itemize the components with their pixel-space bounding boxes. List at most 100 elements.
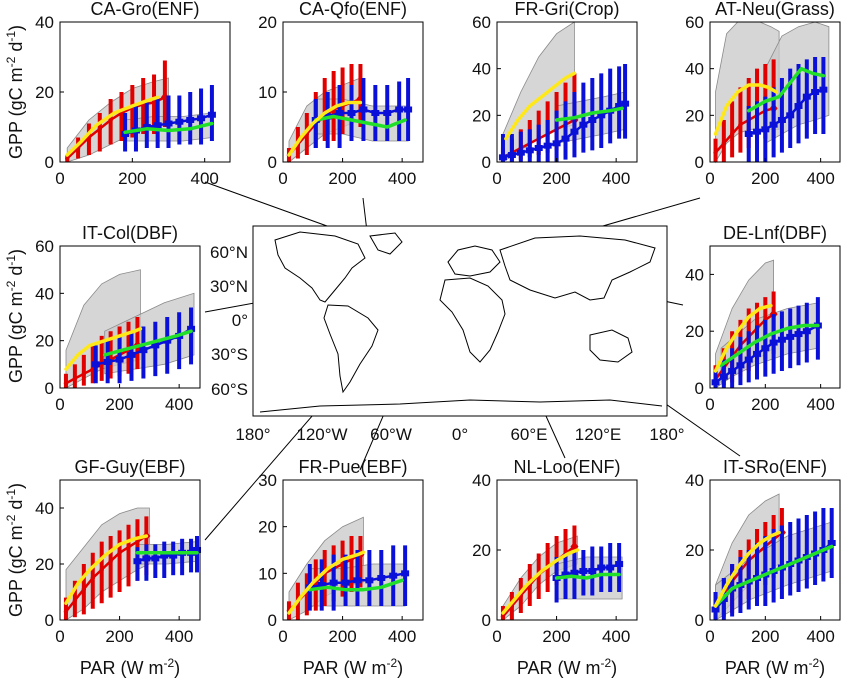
- green-line: [554, 106, 624, 122]
- red-point: [151, 100, 157, 105]
- blue-point: [317, 582, 326, 588]
- panel-title: GF-Guy(EBF): [75, 457, 186, 477]
- x-tick-label: 400: [165, 627, 193, 646]
- yellow-line: [64, 327, 143, 371]
- panel-5: 0 20 40 60 0 200 400 IT-Col(DBF): [35, 223, 201, 414]
- x-axis-label-part: PAR (W m: [303, 658, 387, 678]
- x-tick-label: 0: [278, 627, 287, 646]
- blue-point: [153, 122, 162, 129]
- x-tick-label: 400: [806, 627, 834, 646]
- panel-title: CA-Gro(ENF): [91, 0, 200, 19]
- plot-frame: [709, 21, 841, 163]
- y-axis-label-part: -2: [4, 514, 18, 525]
- blue-point: [786, 333, 795, 340]
- y-tick-label: 20: [685, 106, 704, 125]
- y-axis-label-part: d: [6, 500, 26, 515]
- y-tick-label: 10: [258, 564, 277, 583]
- blue-point: [561, 135, 570, 142]
- red-point: [108, 117, 113, 123]
- blue-point: [404, 106, 413, 113]
- y-axis-label: GPP (gC m-2 d-1): [4, 25, 26, 159]
- blue-point: [719, 373, 728, 380]
- y-tick-label: 0: [695, 153, 704, 172]
- blue-point: [133, 558, 142, 565]
- blue-point: [802, 328, 811, 335]
- blue-point: [347, 110, 356, 116]
- north-america-outline: [274, 231, 366, 303]
- blue-point: [579, 568, 588, 574]
- blue-point: [169, 552, 178, 559]
- x-axis-label: PAR (W m-2): [517, 656, 617, 678]
- latitude-label: 60°S: [211, 380, 248, 399]
- blue-point: [606, 564, 615, 571]
- x-tick-label: 0: [55, 395, 64, 414]
- latitude-label: 60°N: [210, 243, 248, 262]
- x-axis-label: PAR (W m-2): [725, 656, 825, 678]
- y-tick-label: 0: [268, 153, 277, 172]
- antarctica-outline: [259, 399, 663, 413]
- blue-point: [151, 555, 160, 562]
- x-tick-label: 0: [55, 627, 64, 646]
- yellow-line: [287, 100, 363, 157]
- y-tick-label: 60: [685, 13, 704, 32]
- blue-point: [341, 579, 350, 586]
- blue-point: [160, 552, 169, 559]
- red-point: [500, 614, 506, 619]
- blue-point: [389, 572, 398, 579]
- y-tick-label: 10: [258, 83, 277, 102]
- panel-title: NL-Loo(ENF): [513, 457, 620, 477]
- y-tick-label: 60: [472, 13, 491, 32]
- x-tick-label: 400: [602, 169, 630, 188]
- y-tick-label: 30: [258, 471, 277, 490]
- yellow-line: [501, 548, 580, 615]
- y-tick-label: 40: [472, 60, 491, 79]
- blue-point: [570, 128, 579, 135]
- yellow-line: [64, 534, 149, 605]
- longitude-label: 0°: [452, 425, 468, 444]
- map-longitude-labels: 180° 120°W 60°W 0° 60°E 120°E 180°: [235, 425, 684, 444]
- asia-outline: [499, 235, 656, 301]
- shared-x-axis-labels: PAR (W m-2) PAR (W m-2) PAR (W m-2) PAR (W …: [80, 656, 825, 678]
- red-point: [729, 131, 735, 137]
- blue-point: [142, 555, 151, 562]
- panel-8: 0 10 20 30 0 200 400 FR-Pue(EBF): [258, 457, 424, 646]
- blue-mean-line: [748, 88, 824, 136]
- y-tick-label: 40: [35, 284, 54, 303]
- blue-point: [175, 118, 184, 125]
- blue-point: [103, 358, 112, 365]
- map-latitude-labels: 60°N 30°N 0° 30°S 60°S: [210, 243, 248, 399]
- blue-point: [597, 112, 606, 119]
- greenland-outline: [369, 232, 403, 255]
- x-tick-label: 0: [55, 169, 64, 188]
- red-point: [65, 156, 70, 161]
- x-axis-label: PAR (W m-2): [80, 656, 180, 678]
- blue-point: [744, 356, 753, 363]
- blue-point: [115, 356, 124, 363]
- y-axis-label-part: ): [6, 483, 26, 489]
- x-tick-label: 400: [806, 395, 834, 414]
- yellow-line: [713, 530, 781, 608]
- x-tick-label: 200: [542, 169, 570, 188]
- green-line: [123, 121, 214, 135]
- blue-point: [711, 606, 720, 613]
- x-tick-label: 400: [165, 395, 193, 414]
- blue-point: [753, 128, 762, 135]
- plot-frame: [282, 479, 424, 621]
- red-series: [63, 516, 151, 620]
- y-tick-label: 0: [268, 611, 277, 630]
- blue-point: [615, 103, 624, 109]
- plot-frame: [496, 21, 638, 163]
- longitude-label: 120°W: [296, 425, 347, 444]
- blue-point: [588, 568, 597, 574]
- y-tick-label: 20: [472, 541, 491, 560]
- x-tick-label: 400: [190, 169, 218, 188]
- plot-frame: [59, 245, 201, 389]
- europe-outline: [447, 245, 501, 277]
- panel-title: IT-SRo(ENF): [723, 457, 827, 477]
- y-tick-label: 0: [45, 379, 54, 398]
- blue-point: [395, 106, 404, 113]
- y-tick-label: 40: [35, 13, 54, 32]
- red-point: [108, 559, 113, 564]
- x-axis-label-part: -2: [386, 656, 397, 670]
